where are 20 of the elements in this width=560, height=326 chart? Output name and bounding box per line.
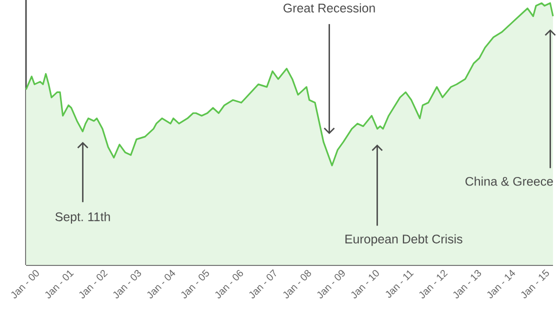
x-tick-label: Jan - 00 (11, 270, 39, 298)
annotation: China & Greece (466, 176, 553, 186)
annotation: European Debt Crisis (345, 234, 462, 246)
x-tick-label: Jan - 03 (113, 270, 142, 298)
x-tick-label: Jan - 11 (386, 270, 414, 298)
x-tick-label: Jan - 06 (215, 270, 243, 298)
x-tick-label: Jan - 04 (147, 270, 176, 298)
x-tick-label: Jan - 12 (419, 270, 448, 298)
x-tick-label: Jan - 02 (79, 270, 108, 298)
x-tick-label: Jan - 09 (317, 270, 345, 298)
annotation: Great Recession (284, 3, 375, 12)
x-tick-label: Jan - 15 (521, 269, 549, 298)
x-tick-label: Jan - 01 (45, 270, 74, 298)
x-tick-label: Jan - 10 (351, 270, 379, 298)
x-tick-label: Jan - 14 (487, 270, 516, 298)
x-tick-label: Jan - 13 (453, 270, 482, 298)
x-tick-label: Jan - 07 (249, 269, 276, 298)
annotation: Sept. 11th (55, 212, 110, 224)
x-tick-label: Jan - 08 (283, 270, 312, 298)
x-tick-label: Jan - 05 (181, 269, 209, 298)
